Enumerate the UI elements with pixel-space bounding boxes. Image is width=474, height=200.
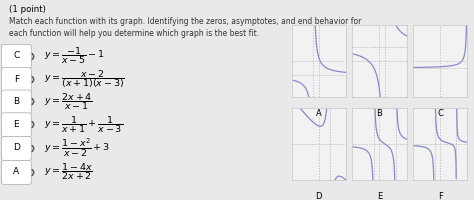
FancyBboxPatch shape bbox=[1, 160, 31, 184]
Text: ❱: ❱ bbox=[30, 98, 36, 105]
Text: C: C bbox=[437, 109, 443, 118]
Text: A: A bbox=[13, 167, 19, 176]
Text: ❱: ❱ bbox=[30, 121, 36, 128]
FancyBboxPatch shape bbox=[1, 44, 31, 68]
Text: (1 point): (1 point) bbox=[9, 5, 46, 14]
FancyBboxPatch shape bbox=[1, 136, 31, 160]
Text: ❱: ❱ bbox=[30, 144, 36, 152]
Text: $y = \dfrac{1-x^2}{x-2} + 3$: $y = \dfrac{1-x^2}{x-2} + 3$ bbox=[44, 137, 110, 159]
Text: $y = \dfrac{x-2}{(x+1)(x-3)}$: $y = \dfrac{x-2}{(x+1)(x-3)}$ bbox=[44, 68, 125, 90]
Text: A: A bbox=[316, 109, 322, 118]
Text: E: E bbox=[13, 120, 19, 129]
FancyBboxPatch shape bbox=[1, 68, 31, 92]
Text: F: F bbox=[438, 192, 443, 200]
Text: D: D bbox=[13, 143, 19, 152]
Text: $y = \dfrac{1}{x+1} + \dfrac{1}{x-3}$: $y = \dfrac{1}{x+1} + \dfrac{1}{x-3}$ bbox=[44, 114, 123, 135]
Text: B: B bbox=[376, 109, 383, 118]
Text: Match each function with its graph. Identifying the zeros, asymptotes, and end b: Match each function with its graph. Iden… bbox=[9, 17, 361, 38]
Text: F: F bbox=[14, 74, 19, 84]
Text: B: B bbox=[13, 97, 19, 106]
Text: D: D bbox=[316, 192, 322, 200]
FancyBboxPatch shape bbox=[1, 113, 31, 137]
Text: ❱: ❱ bbox=[30, 168, 36, 176]
Text: E: E bbox=[377, 192, 382, 200]
Text: $y = \dfrac{-1}{x-5} - 1$: $y = \dfrac{-1}{x-5} - 1$ bbox=[44, 46, 105, 66]
Text: ❱: ❱ bbox=[30, 76, 36, 83]
FancyBboxPatch shape bbox=[1, 90, 31, 114]
Text: ❱: ❱ bbox=[30, 52, 36, 60]
Text: $y = \dfrac{1-4x}{2x+2}$: $y = \dfrac{1-4x}{2x+2}$ bbox=[44, 162, 93, 182]
Text: $y = \dfrac{2x+4}{x-1}$: $y = \dfrac{2x+4}{x-1}$ bbox=[44, 91, 93, 112]
Text: C: C bbox=[13, 51, 19, 60]
